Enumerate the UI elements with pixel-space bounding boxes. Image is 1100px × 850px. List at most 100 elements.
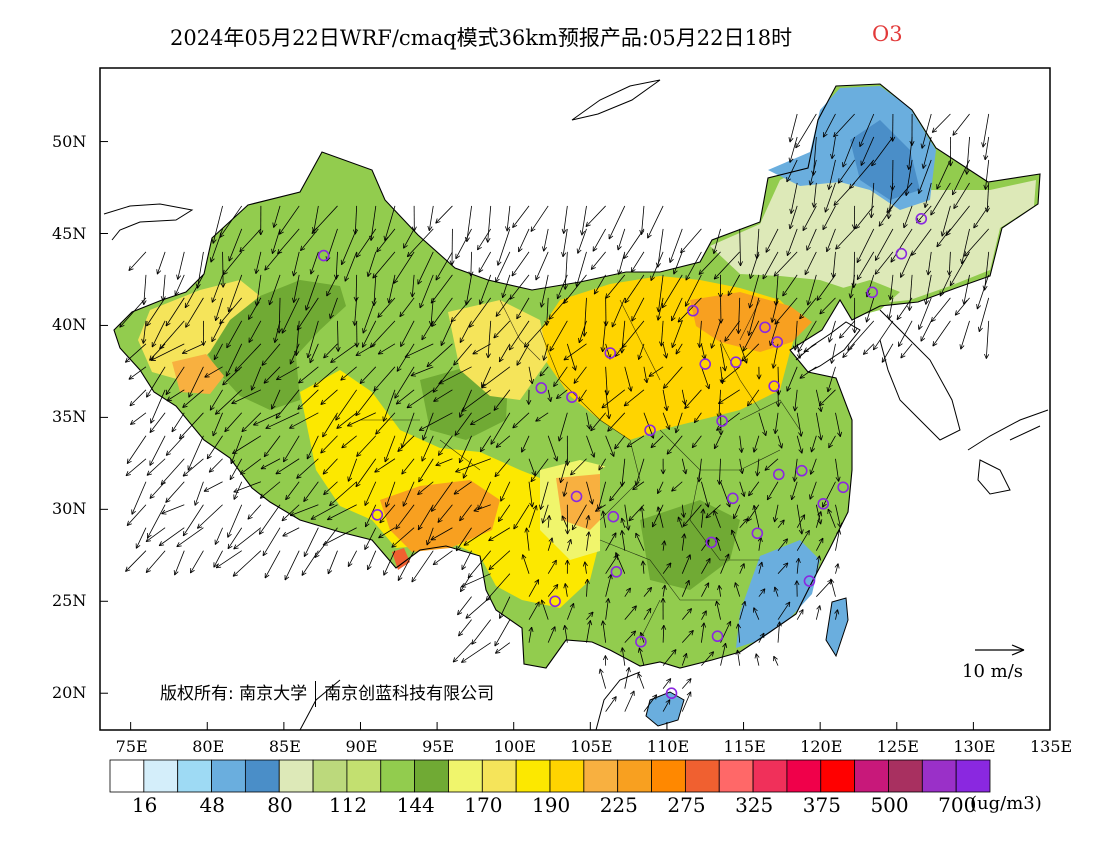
wind-vector — [586, 481, 594, 505]
wind-vector — [615, 552, 626, 574]
wind-vector — [355, 458, 377, 488]
station-marker — [837, 481, 849, 494]
wind-vector — [211, 274, 223, 303]
wind-vector — [562, 251, 568, 290]
wind-vector — [685, 251, 702, 281]
wind-vector — [648, 366, 664, 377]
wind-vector — [681, 554, 691, 574]
wind-vector — [306, 320, 319, 359]
wind-vector — [421, 435, 434, 462]
wind-vector — [777, 519, 785, 528]
wind-vector — [859, 113, 875, 148]
wind-vector — [352, 205, 359, 235]
colorbar-swatch — [820, 759, 856, 793]
lon-label: 80E — [192, 737, 225, 756]
wind-vector — [897, 320, 913, 347]
colorbar — [109, 759, 991, 793]
wind-vector — [566, 602, 575, 620]
wind-vector — [281, 504, 300, 522]
wind-vector — [640, 560, 646, 574]
wind-vector — [383, 550, 396, 576]
wind-vector — [401, 458, 415, 475]
wind-vector — [586, 412, 592, 430]
wind-vector — [608, 205, 626, 240]
wind-vector — [856, 251, 875, 281]
wind-vector — [306, 435, 319, 460]
colorbar-swatch — [414, 759, 449, 793]
station-marker — [607, 510, 620, 523]
wind-vector — [229, 458, 243, 481]
wind-vector — [455, 527, 472, 552]
wind-vector — [842, 343, 855, 358]
wind-vector — [792, 389, 798, 412]
wind-vector — [578, 389, 587, 402]
wind-vector — [770, 297, 779, 323]
colorbar-tick-label: 700 — [938, 793, 977, 817]
wind-vector — [530, 458, 549, 483]
lon-label: 105E — [570, 737, 613, 756]
station-marker — [566, 391, 578, 403]
fujian-blue-field — [736, 540, 820, 648]
wind-vector — [542, 343, 549, 361]
wind-vector — [498, 343, 511, 363]
wind-vector — [953, 182, 970, 210]
wind-vector — [786, 228, 798, 257]
wind-vector — [570, 458, 587, 476]
wind-vector — [182, 389, 204, 408]
wind-vector — [490, 412, 511, 445]
colorbar-swatch — [955, 759, 991, 793]
wind-vector — [945, 205, 970, 236]
wind-vector — [372, 251, 396, 279]
wind-vector — [549, 320, 568, 352]
wind-vector — [624, 274, 645, 304]
wind-vector — [697, 320, 703, 348]
wind-vector — [406, 389, 434, 409]
lon-label: 85E — [268, 737, 301, 756]
wind-vector — [671, 320, 683, 348]
station-marker — [705, 536, 718, 549]
wind-reference-label: 10 m/s — [962, 661, 1023, 682]
wind-vector — [304, 274, 319, 311]
wind-vector — [355, 343, 377, 356]
wind-vector — [586, 611, 594, 620]
wind-vector — [438, 366, 472, 385]
wind-vector — [862, 343, 875, 355]
wind-vector — [773, 412, 779, 435]
wind-vector — [397, 550, 415, 581]
wind-vector — [571, 504, 587, 531]
wind-vector — [563, 274, 587, 304]
wind-vector — [815, 605, 822, 620]
wind-vector — [214, 527, 223, 545]
station-marker — [751, 527, 764, 540]
wind-vector — [605, 389, 612, 420]
wind-vector — [160, 274, 166, 302]
wind-vector — [499, 596, 511, 619]
wind-vector — [146, 458, 166, 476]
wind-vector — [458, 435, 472, 464]
wind-vector — [806, 274, 817, 306]
wind-vector — [494, 642, 511, 654]
wind-vector — [773, 586, 779, 597]
wind-vector — [517, 228, 530, 253]
wind-vector — [772, 504, 779, 523]
wind-vector — [313, 366, 338, 388]
wind-vector — [314, 527, 338, 559]
wind-vector — [336, 412, 357, 429]
wind-vector — [742, 320, 760, 352]
wind-vector — [594, 504, 606, 512]
wind-vector — [182, 504, 204, 537]
wind-vector — [528, 505, 538, 528]
wind-vector — [495, 297, 511, 317]
wind-vector — [488, 550, 511, 571]
wind-vector — [500, 481, 511, 502]
wind-vector — [624, 690, 635, 712]
wind-vector — [803, 343, 817, 353]
wind-vector — [285, 481, 300, 501]
wind-vector — [930, 182, 951, 216]
colorbar-tick-label: 112 — [328, 793, 368, 817]
wind-vector — [637, 672, 645, 689]
wind-vector — [681, 691, 692, 712]
wind-vector — [564, 504, 571, 535]
wind-vector — [184, 274, 204, 309]
wind-vector — [720, 343, 728, 372]
